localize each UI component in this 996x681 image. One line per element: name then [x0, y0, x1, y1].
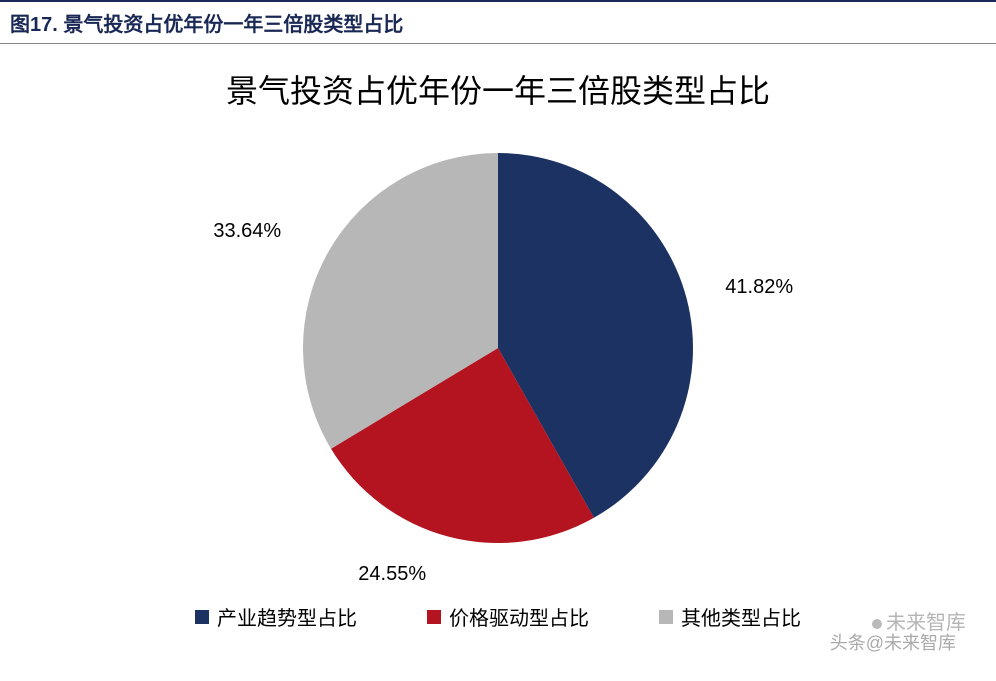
legend-label: 价格驱动型占比 — [449, 602, 589, 631]
chart-area: 41.82% 24.55% 33.64% — [0, 118, 996, 598]
legend-item: 价格驱动型占比 — [427, 602, 589, 631]
legend-item: 产业趋势型占比 — [195, 602, 357, 631]
legend-swatch — [195, 610, 209, 624]
slice-label: 33.64% — [213, 220, 281, 243]
legend-swatch — [659, 610, 673, 624]
figure-header: 图17. 景气投资占优年份一年三倍股类型占比 — [0, 0, 996, 44]
legend-label: 产业趋势型占比 — [217, 602, 357, 631]
watermark-attribution: 头条@未来智库 — [830, 629, 956, 655]
pie-chart — [248, 118, 748, 578]
legend-label: 其他类型占比 — [681, 602, 801, 631]
slice-label: 24.55% — [358, 563, 426, 586]
slice-label: 41.82% — [725, 276, 793, 299]
chart-title: 景气投资占优年份一年三倍股类型占比 — [0, 66, 996, 112]
legend-item: 其他类型占比 — [659, 602, 801, 631]
legend: 产业趋势型占比 价格驱动型占比 其他类型占比 — [0, 602, 996, 631]
legend-swatch — [427, 610, 441, 624]
